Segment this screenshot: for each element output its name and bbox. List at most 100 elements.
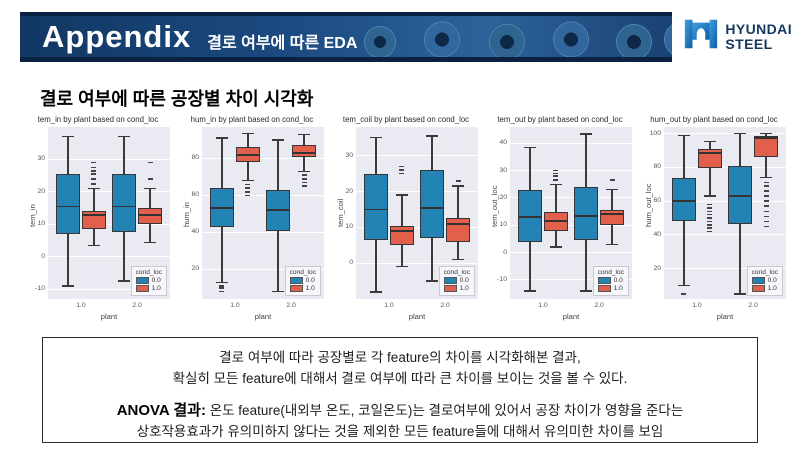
legend-entry: 0.0 [443,277,470,284]
legend-entry: 0.0 [135,277,162,284]
whisker-cap [549,183,562,186]
gridline [510,170,632,172]
y-tick-label: 0 [41,252,45,260]
median-line [672,200,695,203]
outlier-marker [763,210,769,213]
median-line [421,206,444,209]
legend-label: 1.0 [151,285,161,292]
anova-label: ANOVA 결과: [116,401,206,419]
legend-entry: 1.0 [135,285,162,292]
plot-area: cond_loc 0.0 1.0 [202,127,324,299]
box [363,173,388,240]
whisker-cap [272,290,285,293]
gridline [510,279,632,281]
legend-entry: 0.0 [597,277,624,284]
whisker-cap [580,133,593,135]
y-tick-label: 40 [191,228,199,236]
x-tick-label: 1.0 [230,302,240,309]
box [292,145,317,157]
legend-title: cond_loc [443,269,470,276]
gridline [48,191,170,193]
chart-title: tem_coil by plant based on cond_loc [342,115,470,124]
whisker-cap [606,189,619,191]
x-tick-label: 2.0 [286,302,296,309]
whisker-cap [241,179,254,182]
median-line [755,137,778,139]
outlier-marker [91,182,97,185]
outlier-marker [707,210,713,213]
chart-title: hum_in by plant based on cond_loc [190,115,314,124]
whisker-cap [369,291,382,293]
whisker [431,238,433,282]
legend: cond_loc 0.0 1.0 [746,266,783,296]
x-axis-label: plant [562,312,580,321]
box [517,189,542,242]
whisker-cap [760,176,773,179]
legend-entry: 1.0 [443,285,470,292]
legend-title: cond_loc [135,269,162,276]
gridline [48,223,170,225]
y-tick-label: 20 [37,187,45,195]
median-line [575,214,598,217]
outlier-marker [301,185,307,187]
whisker-cap [87,187,100,190]
whisker-cap [272,139,285,141]
legend-label: 0.0 [459,277,469,284]
whisker [149,188,151,209]
x-tick-label: 1.0 [692,302,702,309]
whisker-cap [677,284,690,287]
legend-title: cond_loc [597,269,624,276]
outlier-marker [763,190,769,192]
y-tick-label: 30 [37,155,45,163]
whisker [277,139,279,190]
whisker-cap [523,290,536,292]
legend: cond_loc 0.0 1.0 [438,266,475,296]
x-tick-label: 2.0 [440,302,450,309]
median-line [601,213,624,216]
gridline [48,256,170,258]
page-title: Appendix [42,19,192,54]
legend-swatch [443,277,457,284]
outlier-marker [707,230,713,233]
outlier-marker [763,205,769,208]
whisker [303,156,305,172]
outlier-marker [681,293,687,295]
whisker-cap [87,244,100,247]
plot-area: cond_loc 0.0 1.0 [356,127,478,299]
outlier-marker [91,170,97,172]
legend-title: cond_loc [289,269,316,276]
median-line [210,207,233,210]
chart-tem_in: tem_in by plant based on cond_loc tem_in c… [21,113,175,327]
legend: cond_loc 0.0 1.0 [130,266,167,296]
whisker-cap [734,293,747,295]
whisker-cap [395,194,408,196]
whisker [93,188,95,212]
box [138,208,163,225]
outlier-marker [245,194,251,197]
whisker [611,225,613,245]
outlier-marker [219,285,225,287]
whisker-cap [241,132,254,135]
whisker [709,168,711,197]
x-tick-label: 1.0 [76,302,86,309]
gridline [510,252,632,254]
legend-entry: 0.0 [289,277,316,284]
whisker [709,141,711,149]
gridline [48,288,170,290]
outlier-marker [707,227,713,229]
whisker-cap [523,146,536,149]
median-line [447,222,470,225]
box [81,211,106,230]
legend-label: 0.0 [613,277,623,284]
whisker-cap [61,136,74,138]
whisker [585,240,587,291]
legend-title: cond_loc [751,269,778,276]
median-line [364,208,387,211]
legend-swatch [135,277,149,284]
logo-line1: HYUNDAI [725,21,792,38]
median-line [82,213,105,216]
legend: cond_loc 0.0 1.0 [592,266,629,296]
legend: cond_loc 0.0 1.0 [284,266,321,296]
median-line [293,151,316,154]
y-tick-label: 20 [653,264,661,272]
